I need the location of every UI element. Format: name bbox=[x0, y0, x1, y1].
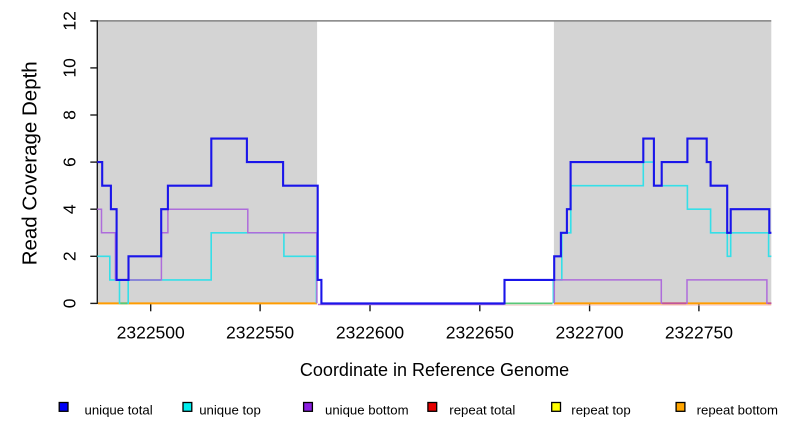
svg-text:repeat top: repeat top bbox=[571, 402, 630, 417]
svg-text:repeat total: repeat total bbox=[449, 402, 515, 417]
svg-text:Read Coverage Depth: Read Coverage Depth bbox=[19, 61, 42, 265]
svg-text:2322600: 2322600 bbox=[336, 322, 404, 342]
svg-text:unique total: unique total bbox=[85, 402, 153, 417]
svg-text:6: 6 bbox=[60, 157, 80, 167]
svg-text:unique bottom: unique bottom bbox=[325, 402, 409, 417]
svg-text:repeat bottom: repeat bottom bbox=[697, 402, 778, 417]
svg-text:8: 8 bbox=[60, 110, 80, 120]
svg-text:4: 4 bbox=[60, 204, 80, 214]
svg-text:2322700: 2322700 bbox=[556, 322, 624, 342]
svg-text:2322500: 2322500 bbox=[117, 322, 185, 342]
svg-text:2322650: 2322650 bbox=[446, 322, 514, 342]
svg-text:2322550: 2322550 bbox=[226, 322, 294, 342]
svg-text:0: 0 bbox=[60, 298, 80, 308]
svg-text:2: 2 bbox=[60, 251, 80, 261]
svg-text:unique top: unique top bbox=[199, 402, 261, 417]
svg-text:2322750: 2322750 bbox=[665, 322, 733, 342]
svg-text:12: 12 bbox=[60, 11, 80, 30]
svg-text:10: 10 bbox=[60, 58, 80, 78]
svg-text:Coordinate in Reference Genome: Coordinate in Reference Genome bbox=[300, 360, 569, 380]
